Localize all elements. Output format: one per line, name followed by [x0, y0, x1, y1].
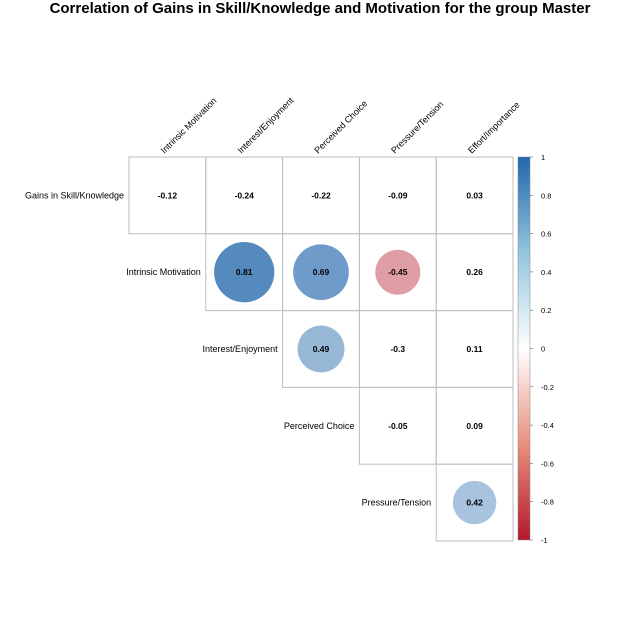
correlation-value: -0.12 [158, 190, 178, 200]
colorbar-tick-label: -0.8 [541, 498, 554, 507]
row-labels: Gains in Skill/Knowledge Intrinsic Motiva… [25, 190, 431, 507]
colorbar: 1 0.8 0.6 0.4 0.2 0 -0.2 -0.4 -0.6 -0.8 -1 [517, 153, 554, 545]
correlation-value: -0.3 [390, 344, 405, 354]
matrix-cells: -0.12 -0.24 -0.22 -0.09 0.03 0.81 0.69 -0.45 0.2… [128, 156, 514, 542]
column-label-perceived-choice: Perceived Choice [312, 98, 369, 155]
correlation-value: -0.05 [388, 421, 408, 431]
column-labels: Intrinsic Motivation Interest/Enjoyment Pe… [159, 95, 522, 155]
correlation-value: 0.11 [467, 344, 483, 354]
row-label-intrinsic-motivation: Intrinsic Motivation [126, 267, 201, 277]
correlation-circle [452, 480, 497, 525]
correlation-value: 0.42 [466, 498, 483, 508]
column-label-interest-enjoyment: Interest/Enjoyment [236, 95, 296, 155]
colorbar-tick-label: 1 [541, 153, 545, 162]
colorbar-tick-label: 0.4 [541, 268, 551, 277]
correlation-value: 0.69 [313, 267, 330, 277]
colorbar-gradient [517, 156, 531, 541]
column-label-pressure-tension: Pressure/Tension [389, 99, 445, 155]
correlation-circle [297, 325, 345, 373]
correlation-value: -0.22 [311, 190, 331, 200]
correlation-value: -0.09 [388, 190, 408, 200]
row-label-interest-enjoyment: Interest/Enjoyment [203, 344, 279, 354]
correlation-value: -0.24 [235, 190, 255, 200]
colorbar-tick-label: -1 [541, 536, 548, 545]
correlation-value: 0.09 [466, 421, 483, 431]
matrix-cell [435, 463, 514, 542]
correlation-value: 0.49 [313, 344, 330, 354]
column-label-intrinsic-motivation: Intrinsic Motivation [159, 96, 219, 156]
colorbar-tick-label: -0.2 [541, 383, 554, 392]
correlation-value: 0.81 [236, 267, 253, 277]
correlation-circle [214, 242, 275, 303]
colorbar-tick-label: 0.6 [541, 230, 551, 239]
row-label-gains-in-skill-knowledge: Gains in Skill/Knowledge [25, 190, 124, 200]
chart-title: Correlation of Gains in Skill/Knowledge … [50, 0, 591, 17]
colorbar-tick-label: -0.6 [541, 459, 554, 468]
row-label-pressure-tension: Pressure/Tension [362, 498, 432, 508]
row-label-perceived-choice: Perceived Choice [284, 421, 355, 431]
colorbar-tick-label: 0.8 [541, 191, 551, 200]
correlation-value: -0.45 [388, 267, 408, 277]
correlation-circle [293, 244, 349, 301]
colorbar-tick-label: -0.4 [541, 421, 554, 430]
colorbar-tick-label: 0 [541, 345, 545, 354]
column-label-effort-importance: Effort/Importance [466, 100, 522, 156]
correlation-value: 0.26 [466, 267, 483, 277]
colorbar-tick-label: 0.2 [541, 306, 551, 315]
correlation-circle [375, 249, 421, 295]
colorbar-ticks: 1 0.8 0.6 0.4 0.2 0 -0.2 -0.4 -0.6 -0.8 -1 [530, 153, 554, 545]
correlation-value: 0.03 [466, 190, 483, 200]
